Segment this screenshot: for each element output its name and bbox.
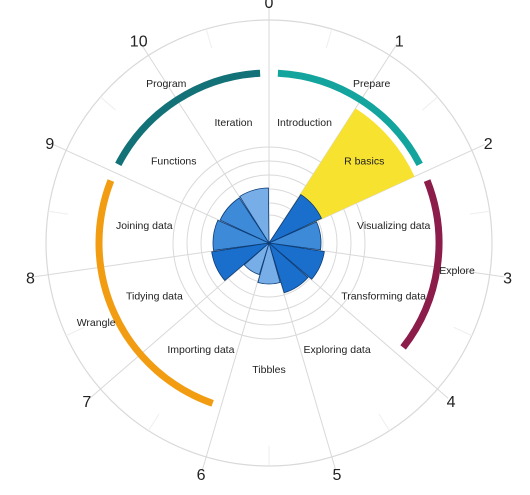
grid-spoke <box>268 144 485 244</box>
category-label: Iteration <box>215 117 253 129</box>
grid-spoke <box>34 242 270 278</box>
category-label: Joining data <box>116 220 173 232</box>
phase-label: Prepare <box>353 78 391 90</box>
grid-spoke <box>268 242 337 471</box>
grid-spoke <box>268 242 504 278</box>
grid-spoke <box>89 242 270 399</box>
category-label: Tibbles <box>252 364 285 376</box>
phase-arc-prepare <box>277 69 423 167</box>
category-label: Tidying data <box>126 290 183 302</box>
category-label: Exploring data <box>304 344 371 356</box>
grid-minor-spoke <box>205 28 213 49</box>
bar-importing-data <box>243 241 270 276</box>
category-label: Visualizing data <box>357 220 431 232</box>
grid-minor-spoke <box>422 96 438 111</box>
tick-label: 10 <box>130 33 148 50</box>
bar-tidying-data <box>211 242 271 282</box>
tick-label: 1 <box>395 33 404 50</box>
grid-spoke <box>268 43 398 244</box>
category-label: Transforming data <box>341 290 426 302</box>
grid-minor-spoke <box>48 210 69 215</box>
bar-functions <box>219 197 271 244</box>
grid-minor-spoke <box>469 210 490 215</box>
tick-label: 7 <box>82 394 91 411</box>
phase-label: Program <box>146 78 187 90</box>
bar-transforming-data <box>267 242 325 280</box>
tick-label: 5 <box>332 467 341 484</box>
phase-arcs <box>95 69 443 407</box>
grid-spoke <box>268 242 449 399</box>
phase-arc-program <box>115 69 261 167</box>
bar-joining-data <box>212 219 271 251</box>
tick-label: 0 <box>265 0 274 12</box>
grid-minor-spoke <box>325 28 333 49</box>
grid <box>34 6 504 471</box>
grid-minor-spoke <box>65 326 85 337</box>
tick-label: 4 <box>447 394 456 411</box>
phase-arc-wrangle <box>95 179 214 407</box>
category-label: Functions <box>151 155 197 167</box>
grid-minor-spoke <box>148 413 160 431</box>
category-label: R basics <box>344 155 384 167</box>
tick-label: 6 <box>197 467 206 484</box>
tick-label: 9 <box>45 136 54 153</box>
phase-label: Wrangle <box>77 317 116 329</box>
grid-minor-spoke <box>100 96 116 111</box>
tick-label: 2 <box>484 136 493 153</box>
bar-r-basics <box>267 193 323 244</box>
grid-spoke <box>201 242 270 471</box>
grid-spoke <box>53 144 270 244</box>
bar-visualizing-data <box>267 221 322 251</box>
grid-spoke <box>140 43 270 244</box>
category-label: Importing data <box>167 344 234 356</box>
grid-minor-spoke <box>453 326 473 337</box>
bar-exploring-data <box>268 241 309 294</box>
labels: 0 1 2 3 4 5 6 7 8 9 10 Introduction R basics Visualiz… <box>26 0 512 484</box>
tick-label: 3 <box>503 270 512 287</box>
bar-tibbles <box>257 241 281 285</box>
phase-label: Explore <box>439 265 475 277</box>
bars <box>211 187 325 294</box>
category-label: Introduction <box>277 117 332 129</box>
phase-arc-explore <box>400 179 443 350</box>
grid-minor-spoke <box>378 413 390 431</box>
bar-iteration <box>239 187 270 245</box>
tick-label: 8 <box>26 270 35 287</box>
